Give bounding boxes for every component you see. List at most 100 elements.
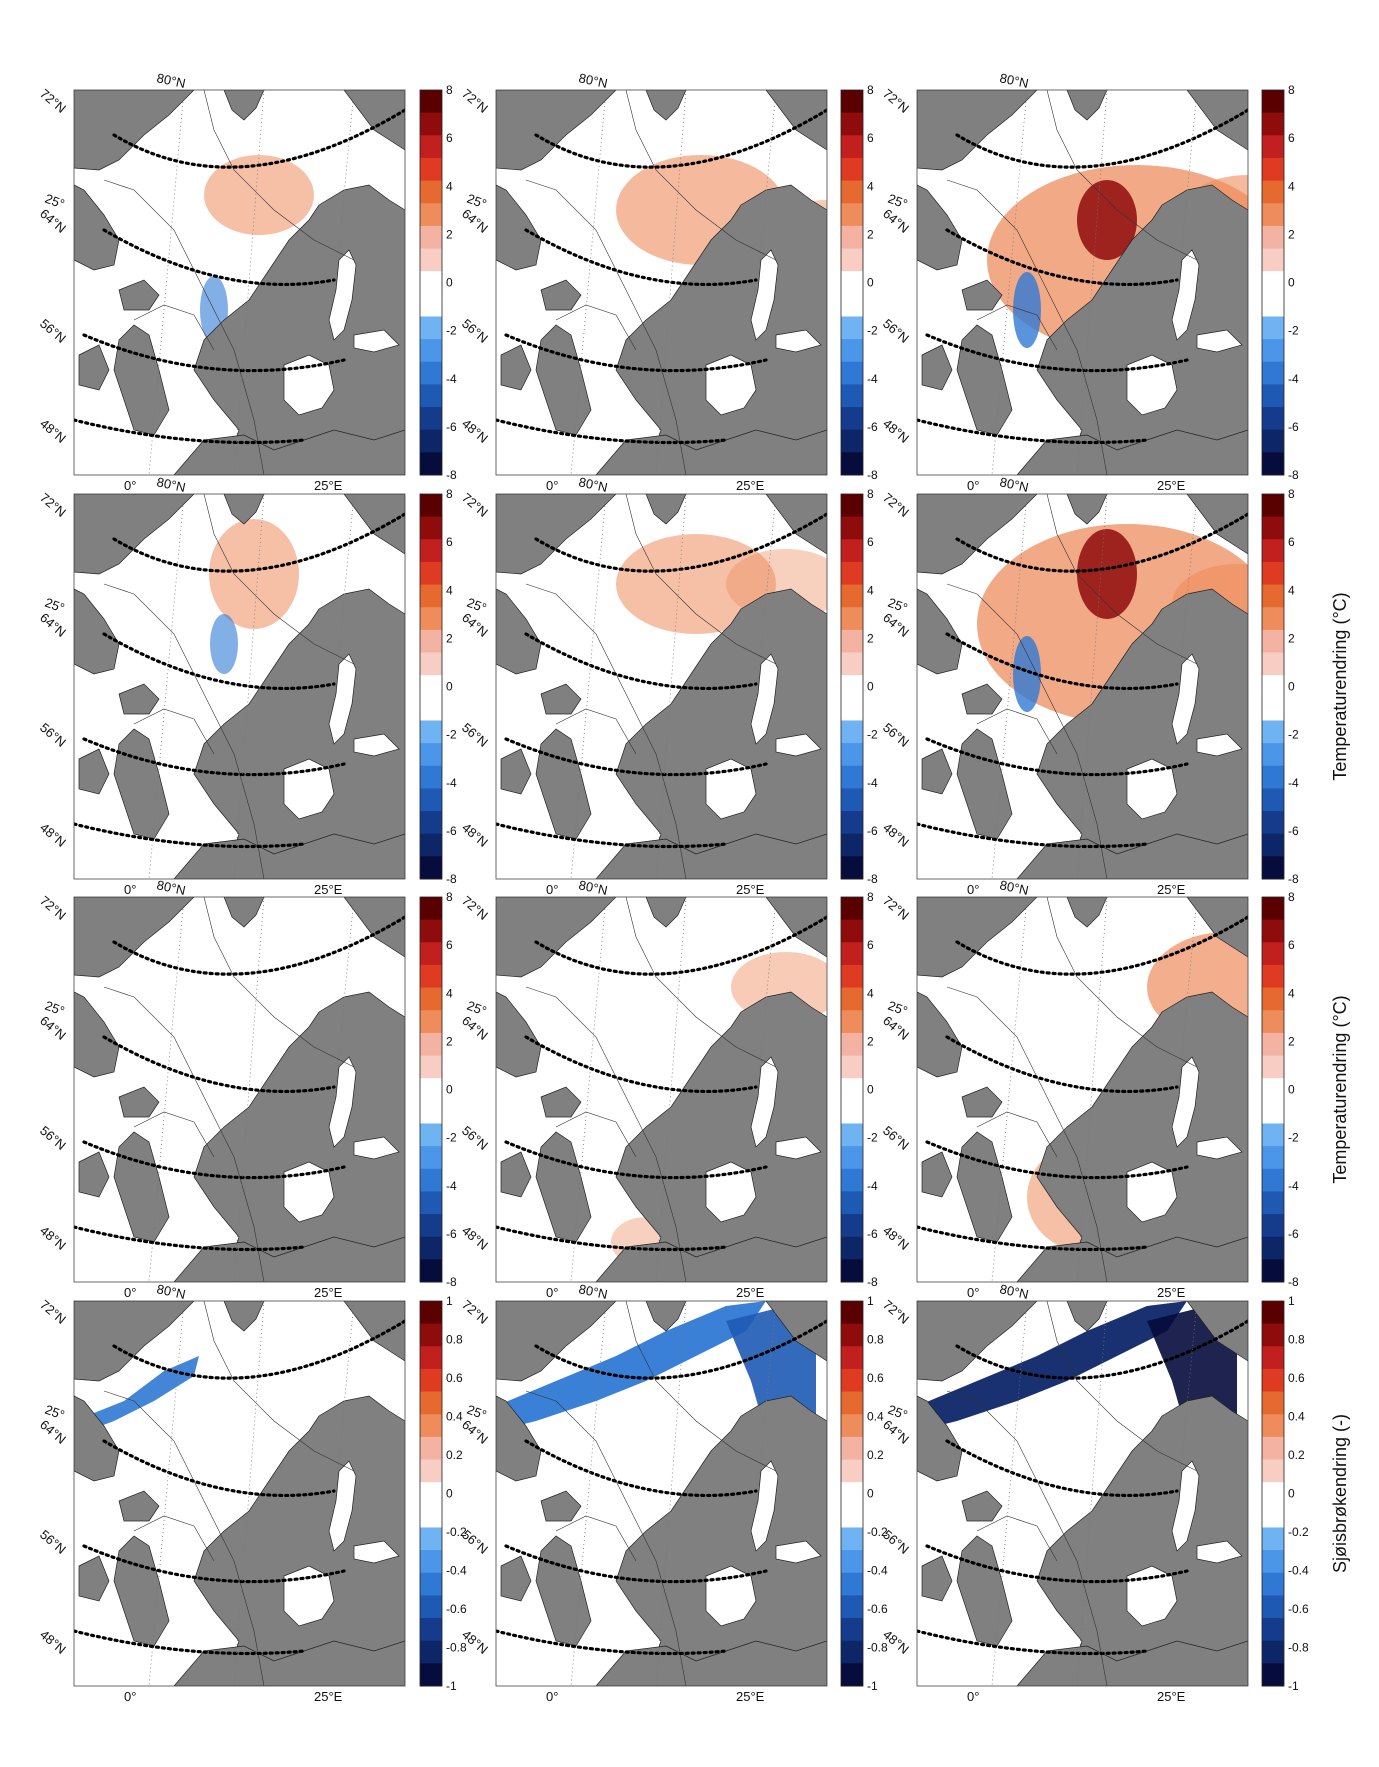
colorbar-segment: [420, 180, 442, 204]
colorbar-tick: -6: [1288, 824, 1299, 838]
depth-contour: [625, 897, 777, 1068]
colorbar-segment: [1262, 90, 1284, 114]
meridian-line: [233, 90, 265, 475]
land-greenland2: [917, 184, 963, 271]
map-panel-r2-c2: 80°N 72°N 64°N 56°N 48°N 25° 0° 25°E: [459, 474, 828, 897]
colorbar-segment: [1262, 1391, 1284, 1415]
colorbar-tick: 8: [1288, 487, 1295, 501]
panel-frame: [495, 1300, 828, 1687]
colorbar-segment: [841, 248, 863, 272]
colorbar-segment: [1262, 407, 1284, 431]
depth-contour: [555, 304, 637, 351]
land-greenland2: [917, 991, 963, 1078]
colorbar-segment: [841, 316, 863, 340]
colorbar-segment: [841, 652, 863, 676]
lon-label-side: 25°: [886, 191, 910, 212]
colorbar-tick: -6: [867, 1227, 878, 1241]
colorbar-segment: [841, 1168, 863, 1192]
colorbar-segment: [420, 675, 442, 699]
colorbar-tick: 0.8: [446, 1333, 463, 1347]
sea-baltic: [705, 354, 757, 416]
lat-label: 64°N: [459, 610, 491, 640]
colorbar-segment: [841, 452, 863, 476]
colorbar-segment: [420, 539, 442, 563]
lon-label-0: 0°: [124, 1689, 136, 1704]
latitude-circle: [534, 108, 827, 169]
colorbar-tick: 0: [446, 276, 453, 290]
latitude-circle: [524, 1439, 758, 1497]
land-novaya: [765, 897, 827, 958]
depth-contour: [946, 179, 1108, 475]
lon-label-25e: 25°E: [736, 882, 765, 897]
colorbar-segment: [420, 987, 442, 1011]
sea-bothnia: [750, 1056, 779, 1148]
colorbar-segment: [841, 1527, 863, 1551]
colorbar-frame: [1261, 896, 1285, 1283]
colorbar-segment: [1262, 1482, 1284, 1506]
depth-contour: [133, 1515, 215, 1562]
lon-label-25e: 25°E: [314, 478, 343, 493]
colorbar-segment: [1262, 1214, 1284, 1238]
colorbar-segment: [420, 1214, 442, 1238]
colorbar-segment: [1262, 135, 1284, 159]
colorbar-segment: [1262, 1595, 1284, 1619]
lon-label-25e: 25°E: [1157, 882, 1186, 897]
land-britain: [535, 324, 592, 436]
lon-label-side: 25°: [465, 595, 489, 616]
colorbar-tick: 0.8: [867, 1333, 884, 1347]
land-continent: [1016, 1640, 1248, 1686]
colorbar-segment: [420, 720, 442, 744]
lat-label: 72°N: [880, 490, 912, 520]
colorbar-tick: -8: [1288, 872, 1299, 886]
lon-label-side: 25°: [465, 1402, 489, 1423]
colorbar-tick: -4: [446, 776, 457, 790]
meridian-line: [148, 90, 185, 475]
colorbar-segment: [841, 1301, 863, 1325]
latitude-circle: [102, 1035, 336, 1093]
depth-contour: [203, 897, 355, 1068]
meridian-line: [655, 90, 687, 475]
colorbar-segment: [841, 429, 863, 453]
land-britain: [535, 1131, 592, 1243]
colorbar-segment: [1262, 584, 1284, 608]
colorbar-segment: [420, 897, 442, 921]
land-britain: [113, 1535, 170, 1647]
depth-contour: [525, 583, 687, 879]
depth-contour: [203, 90, 355, 261]
land-svalbard: [1066, 494, 1108, 525]
lat-label-80n: 80°N: [155, 877, 187, 898]
colorbar-segment: [1262, 629, 1284, 654]
colorbar-segment: [841, 1391, 863, 1415]
colorbar-r4-c1: 1 0.8 0.6 0.4 0.2 0 -0.2 -0.4 -0.6 -0.8 -1: [419, 1294, 467, 1693]
colorbar-r4-c2: 1 0.8 0.6 0.4 0.2 0 -0.2 -0.4 -0.6 -0.8 -1: [840, 1294, 888, 1693]
colorbar-tick: -0.8: [1288, 1641, 1309, 1655]
land-novaya: [343, 897, 405, 958]
colorbar-frame: [419, 89, 443, 476]
sea-finland: [1196, 1136, 1243, 1160]
land-iceland: [961, 1490, 1003, 1522]
map-panel-r4-c3: 80°N72°N64°N56°N48°N25°0° 25°E: [880, 1281, 1249, 1704]
colorbar-tick: -0.6: [446, 1602, 467, 1616]
colorbar-tick: 0.2: [446, 1448, 463, 1462]
colorbar-tick: 0: [867, 680, 874, 694]
panel-frame: [73, 1300, 406, 1687]
lat-label: 56°N: [880, 720, 912, 750]
colorbar-segment: [841, 1618, 863, 1642]
lat-label: 64°N: [880, 1417, 912, 1447]
colorbar-segment: [420, 1368, 442, 1393]
sea-baltic: [1126, 1565, 1178, 1627]
land-britain: [535, 728, 592, 840]
colorbar-segment: [841, 987, 863, 1011]
lat-label: 64°N: [880, 610, 912, 640]
colorbar-segment: [1262, 1010, 1284, 1034]
colorbar-segment: [420, 293, 442, 317]
lat-label: 72°N: [880, 86, 912, 116]
sea-finland: [1196, 1540, 1243, 1564]
lon-label-side: 25°: [465, 998, 489, 1019]
colorbar-segment: [841, 180, 863, 204]
latitude-circle: [534, 512, 827, 573]
lat-label: 48°N: [37, 1223, 69, 1253]
lat-label: 48°N: [880, 416, 912, 446]
colorbar-label: Temperaturendring (°C): [1330, 995, 1350, 1183]
land-britain: [956, 1131, 1013, 1243]
